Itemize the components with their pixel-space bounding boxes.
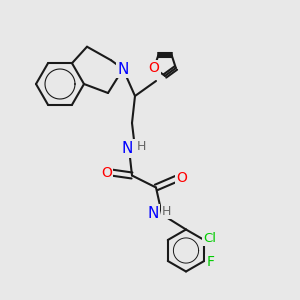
Text: F: F (206, 256, 214, 269)
Text: H: H (162, 205, 171, 218)
Text: H: H (136, 140, 146, 154)
Text: O: O (101, 166, 112, 179)
Text: N: N (122, 141, 133, 156)
Text: N: N (147, 206, 159, 220)
Text: O: O (176, 172, 187, 185)
Text: Cl: Cl (204, 232, 217, 245)
Text: O: O (149, 61, 160, 75)
Text: N: N (117, 61, 129, 76)
